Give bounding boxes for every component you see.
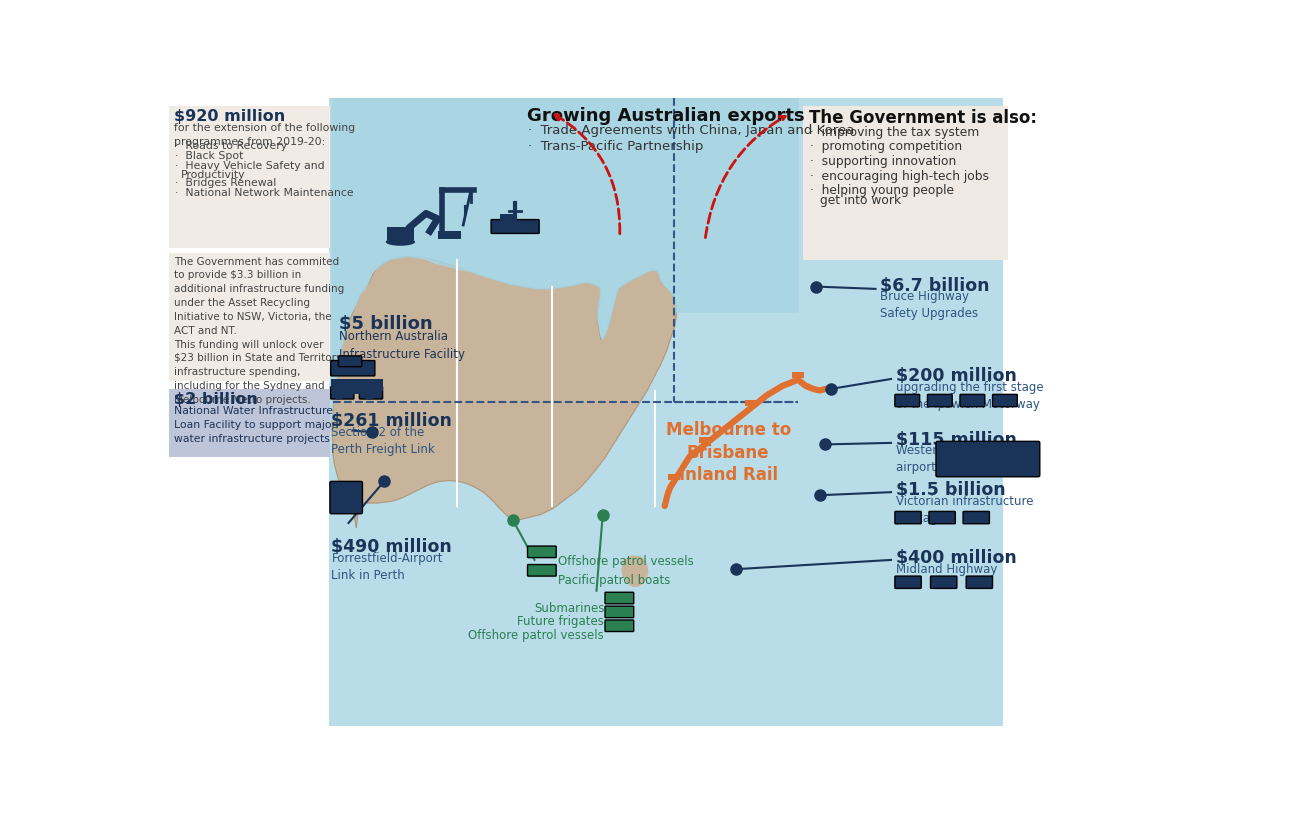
Text: ·  Bridges Renewal: · Bridges Renewal [176,178,276,188]
Text: $400 million: $400 million [896,549,1017,567]
Text: for the extension of the following
programmes from 2019-20:: for the extension of the following progr… [174,122,355,147]
FancyBboxPatch shape [330,387,354,399]
FancyBboxPatch shape [528,546,556,557]
Bar [169,105,330,248]
Bar [792,372,805,378]
Text: Growing Australian exports: Growing Australian exports [526,107,805,125]
Polygon shape [333,256,676,528]
FancyBboxPatch shape [338,356,361,366]
Ellipse shape [386,238,415,246]
FancyBboxPatch shape [894,394,919,406]
Ellipse shape [365,393,374,400]
Ellipse shape [334,393,343,400]
Text: ·  helping young people: · helping young people [810,184,954,197]
Text: $2 billion: $2 billion [174,392,257,407]
FancyBboxPatch shape [330,361,374,376]
Text: National Water Infrastructure
Loan Facility to support major
water infrastructur: National Water Infrastructure Loan Facil… [174,406,337,444]
FancyBboxPatch shape [966,576,992,588]
Text: Northern Australia
Infrastructure Facility: Northern Australia Infrastructure Facili… [339,330,465,361]
Polygon shape [945,456,1008,472]
Text: ·  Trans-Pacific Partnership: · Trans-Pacific Partnership [528,140,703,153]
Text: ·  Black Spot: · Black Spot [176,151,243,161]
Text: $920 million: $920 million [174,109,286,124]
Text: $490 million: $490 million [332,539,452,557]
Bar [169,389,330,457]
FancyBboxPatch shape [963,512,989,524]
Bar [668,473,680,480]
Text: Bruce Highway
Safety Upgrades: Bruce Highway Safety Upgrades [880,290,979,321]
Text: The Government is also:: The Government is also: [809,109,1037,126]
Text: Offshore patrol vessels: Offshore patrol vessels [558,556,693,568]
FancyBboxPatch shape [604,592,633,604]
FancyBboxPatch shape [992,394,1018,406]
Text: upgrading the first stage
of the Ipswich Motorway: upgrading the first stage of the Ipswich… [896,381,1044,411]
Bar [387,227,415,241]
FancyBboxPatch shape [894,512,922,524]
Text: ·  supporting innovation: · supporting innovation [810,155,957,168]
Bar [169,254,330,380]
Bar [337,494,356,501]
FancyBboxPatch shape [604,620,633,632]
FancyBboxPatch shape [491,220,540,233]
Text: ·  Roads to Recovery: · Roads to Recovery [176,141,287,151]
Polygon shape [623,556,647,586]
Text: Melbourne to
Brisbane
Inland Rail: Melbourne to Brisbane Inland Rail [666,421,790,484]
Text: Section 2 of the
Perth Freight Link: Section 2 of the Perth Freight Link [332,426,436,456]
Bar [499,214,515,222]
Text: $6.7 billion: $6.7 billion [880,277,989,295]
Text: $261 million: $261 million [332,412,452,430]
Text: $5 billion: $5 billion [339,315,433,333]
Text: Pacific patrol boats: Pacific patrol boats [558,574,670,587]
FancyBboxPatch shape [927,394,952,406]
FancyBboxPatch shape [930,512,956,524]
Text: get into work: get into work [820,194,901,207]
Text: The Government has commited
to provide $3.3 billion in
additional infrastructure: The Government has commited to provide $… [174,256,344,405]
Bar [802,105,1008,259]
Text: Offshore patrol vessels: Offshore patrol vessels [468,629,604,642]
Text: $200 million: $200 million [896,367,1017,385]
Text: ·  National Network Maintenance: · National Network Maintenance [176,188,354,198]
FancyBboxPatch shape [359,387,382,399]
Text: ·  Heavy Vehicle Safety and: · Heavy Vehicle Safety and [176,161,325,171]
Text: Midland Highway: Midland Highway [896,563,997,576]
Text: Productivity: Productivity [181,170,246,180]
Text: Forrestfield-Airport
Link in Perth: Forrestfield-Airport Link in Perth [332,552,443,583]
Bar [745,400,758,406]
FancyBboxPatch shape [936,441,1040,477]
Text: ·  Trade Agreements with China, Japan and Korea: · Trade Agreements with China, Japan and… [528,124,854,137]
FancyBboxPatch shape [604,606,633,618]
FancyBboxPatch shape [931,576,957,588]
Text: ·  promoting competition: · promoting competition [810,140,962,153]
Text: Western Sydney
airport works: Western Sydney airport works [896,445,992,474]
FancyBboxPatch shape [528,565,556,576]
Bar [365,379,382,392]
Text: $115 million: $115 million [896,431,1017,449]
Text: ·  improving the tax system: · improving the tax system [810,126,980,139]
Text: Future frigates: Future frigates [517,615,604,628]
FancyBboxPatch shape [894,576,922,588]
FancyBboxPatch shape [959,394,985,406]
Bar [438,231,462,239]
FancyBboxPatch shape [330,481,363,514]
Bar [699,437,711,443]
Text: $1.5 billion: $1.5 billion [896,481,1005,499]
Polygon shape [333,98,798,421]
Text: Submarines: Submarines [534,601,604,614]
Text: ·  encouraging high-tech jobs: · encouraging high-tech jobs [810,170,989,183]
Text: Victorian infrastructure
package: Victorian infrastructure package [896,495,1034,526]
Bar [332,379,374,394]
Bar [329,98,1004,726]
